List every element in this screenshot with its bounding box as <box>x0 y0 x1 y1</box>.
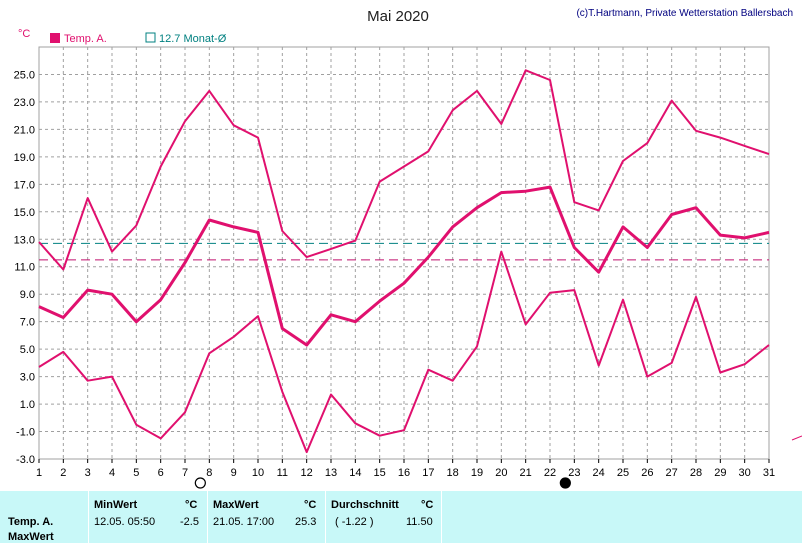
x-tick-label: 3 <box>85 467 91 479</box>
x-tick-label: 24 <box>593 467 605 479</box>
x-tick-label: 18 <box>447 467 459 479</box>
avg-header: Durchschnitt <box>331 499 399 511</box>
x-tick-label: 31 <box>763 467 775 479</box>
y-tick-label: -1.0 <box>16 427 35 439</box>
x-tick-label: 26 <box>641 467 653 479</box>
max-unit: °C <box>304 499 317 511</box>
y-tick-label: 5.0 <box>20 344 35 356</box>
full-moon-icon <box>194 477 206 489</box>
stats-divider <box>325 491 326 543</box>
y-tick-label: 13.0 <box>14 234 35 246</box>
x-tick-label: 9 <box>231 467 237 479</box>
legend-label-temp: Temp. A. <box>64 33 107 45</box>
y-tick-label: 19.0 <box>14 152 35 164</box>
y-tick-label: 1.0 <box>20 399 35 411</box>
x-tick-label: 28 <box>690 467 702 479</box>
x-tick-label: 30 <box>739 467 751 479</box>
x-tick-label: 6 <box>158 467 164 479</box>
temperature-chart: Mai 2020 (c)T.Hartmann, Private Wetterst… <box>14 8 802 489</box>
y-tick-label: 23.0 <box>14 97 35 109</box>
series-line-min <box>38 250 770 454</box>
x-tick-label: 1 <box>36 467 42 479</box>
avg-diff: ( -1.22 ) <box>335 516 374 528</box>
x-tick-label: 4 <box>109 467 115 479</box>
stats-divider <box>88 491 89 543</box>
min-header: MinWert <box>94 499 138 511</box>
max-value: 25.3 <box>295 516 317 528</box>
stats-row-label-temp: Temp. A. <box>8 516 54 528</box>
y-tick-label: 25.0 <box>14 69 35 81</box>
plot-area: 1 2 3 4 5 6 7 8 9 10 11 12 13 14 15 16 17 18 19 20 21 22 23 24 2… <box>14 46 802 489</box>
y-tick-label: 3.0 <box>20 372 35 384</box>
x-tick-label: 2 <box>60 467 66 479</box>
x-tick-label: 29 <box>714 467 726 479</box>
copyright-text: (c)T.Hartmann, Private Wetterstation Bal… <box>576 8 793 19</box>
statistics-panel: Temp. A. MaxWert MinWert °C 12.05. 05:50… <box>0 491 802 543</box>
x-tick-label: 16 <box>398 467 410 479</box>
x-tick-label: 13 <box>325 467 337 479</box>
y-tick-label: 11.0 <box>14 262 35 274</box>
min-unit: °C <box>185 499 198 511</box>
x-tick-label: 27 <box>666 467 678 479</box>
stats-divider <box>207 491 208 543</box>
x-tick-label: 11 <box>277 467 288 479</box>
min-datetime: 12.05. 05:50 <box>94 516 156 528</box>
series-line-max <box>38 69 770 271</box>
min-value: -2.5 <box>180 516 199 528</box>
max-datetime: 21.05. 17:00 <box>213 516 275 528</box>
x-tick-label: 20 <box>495 467 507 479</box>
y-axis-unit: °C <box>18 28 30 40</box>
x-tick-label: 8 <box>206 467 212 479</box>
legend-swatch-avg <box>145 32 156 43</box>
max-header: MaxWert <box>213 499 259 511</box>
x-tick-label: 25 <box>617 467 629 479</box>
y-tick-label: 15.0 <box>14 207 35 219</box>
series-line-avg <box>38 185 770 347</box>
legend-label-avg: 12.7 Monat-Ø <box>159 33 227 45</box>
y-tick-label: -3.0 <box>16 454 35 466</box>
new-moon-icon <box>559 477 571 489</box>
x-tick-label: 10 <box>252 467 264 479</box>
avg-value: 11.50 <box>406 516 433 528</box>
x-tick-label: 19 <box>471 467 483 479</box>
x-tick-label: 17 <box>422 467 434 479</box>
y-tick-label: 7.0 <box>20 317 35 329</box>
stats-row-label-maxwert: MaxWert <box>8 531 54 543</box>
x-tick-label: 15 <box>374 467 386 479</box>
x-tick-label: 23 <box>568 467 580 479</box>
x-tick-label: 12 <box>301 467 313 479</box>
avg-unit: °C <box>421 499 434 511</box>
x-tick-label: 21 <box>520 467 532 479</box>
y-tick-label: 9.0 <box>20 289 35 301</box>
edge-mark <box>791 435 802 441</box>
y-tick-label: 17.0 <box>14 179 35 191</box>
x-tick-label: 7 <box>182 467 188 479</box>
x-tick-label: 22 <box>544 467 556 479</box>
legend-swatch-temp <box>50 33 60 43</box>
y-tick-label: 21.0 <box>14 124 35 136</box>
x-tick-label: 5 <box>133 467 139 479</box>
chart-title: Mai 2020 <box>367 8 429 25</box>
x-tick-label: 14 <box>349 467 361 479</box>
stats-divider <box>441 491 442 543</box>
